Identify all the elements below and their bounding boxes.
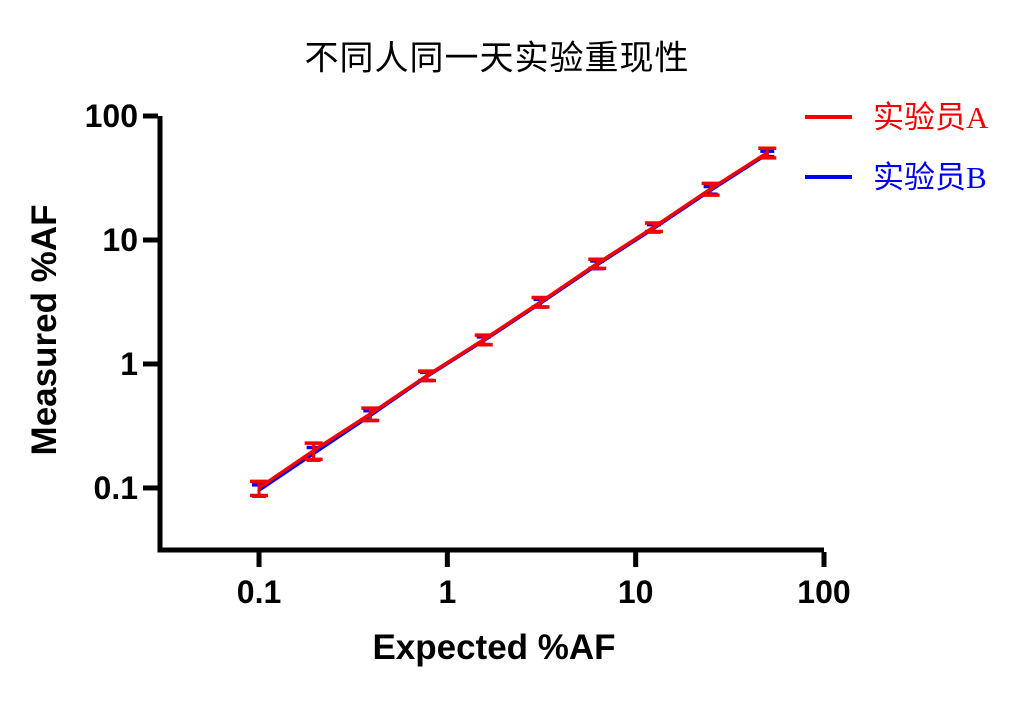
y-tick-label: 10 <box>102 222 138 258</box>
series-group-a <box>250 146 777 498</box>
legend-item-operator-a: 实验员A <box>805 98 988 136</box>
legend-label-a: 实验员A <box>873 99 989 135</box>
y-tick-label: 0.1 <box>94 470 138 506</box>
axes <box>157 116 824 553</box>
legend-line-swatch-a <box>805 115 852 119</box>
series-group-b <box>252 149 775 498</box>
x-tick-label: 10 <box>618 574 654 610</box>
y-axis-title: Measured %AF <box>25 204 64 456</box>
x-axis-title: Expected %AF <box>372 628 616 667</box>
legend-line-swatch-b <box>805 175 852 179</box>
y-tick-label: 100 <box>85 98 138 134</box>
x-tick-label: 100 <box>797 574 850 610</box>
legend-label-b: 实验员B <box>873 159 987 195</box>
legend-item-operator-b: 实验员B <box>805 158 988 196</box>
y-tick-label: 1 <box>120 346 138 382</box>
x-tick-label: 1 <box>438 574 456 610</box>
x-tick-label: 0.1 <box>237 574 281 610</box>
chart-title: 不同人同一天实验重现性 <box>304 40 690 78</box>
legend: 实验员A 实验员B <box>805 98 988 218</box>
series-line <box>258 151 769 490</box>
